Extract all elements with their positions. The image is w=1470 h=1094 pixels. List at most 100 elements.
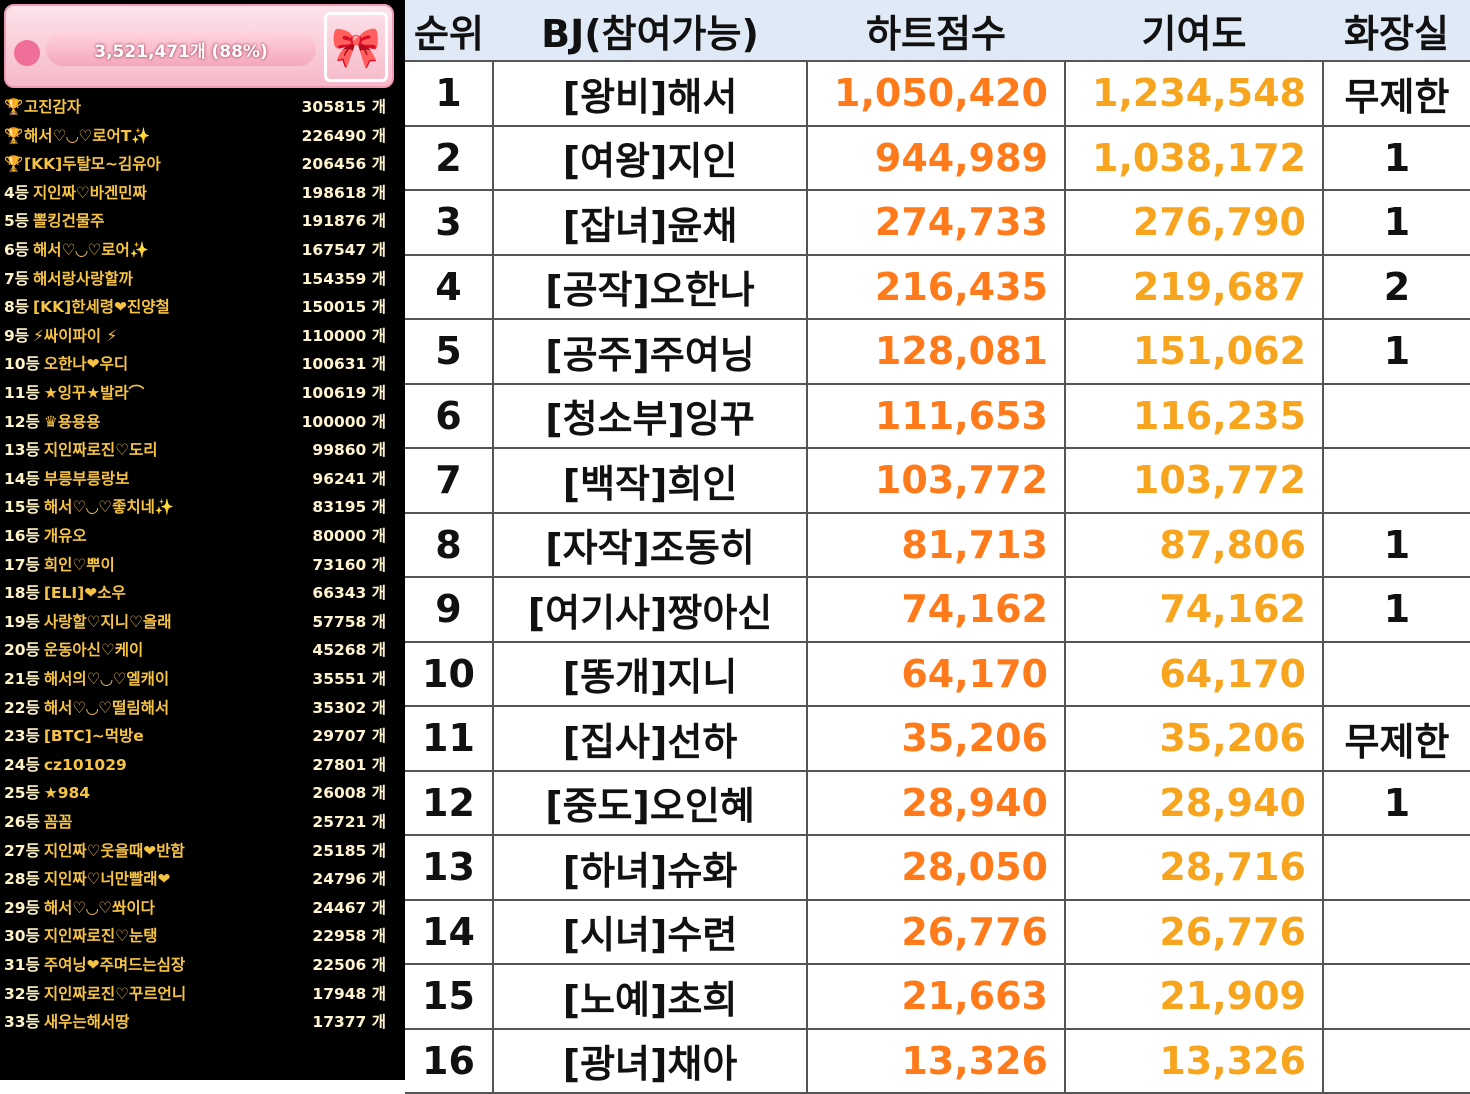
donor-row: 29등 해서♡◡♡쏴이다 24467 개 — [4, 895, 386, 921]
cell-rank: 8 — [405, 511, 494, 578]
donor-row: 🏆고진감자 305815 개 — [4, 94, 386, 120]
cell-heart: 216,435 — [806, 253, 1066, 320]
cell-contrib: 103,772 — [1064, 447, 1324, 514]
donor-amount: 24796 개 — [312, 870, 386, 889]
cell-heart: 944,989 — [806, 124, 1066, 191]
cell-rank: 5 — [405, 318, 494, 385]
donor-rank: 31등 — [4, 956, 40, 974]
donor-row: 12등 ♛용용용 100000 개 — [4, 409, 386, 435]
donor-name: 해서랑사랑할까 — [33, 269, 133, 288]
cell-contrib: 151,062 — [1064, 318, 1324, 385]
cell-contrib: 1,038,172 — [1064, 124, 1324, 191]
donor-name: 꼼꼼 — [43, 813, 73, 831]
cell-bj: [여기사]짱아신 — [492, 576, 808, 643]
donor-amount: 191876 개 — [301, 212, 386, 231]
donor-rank: 29등 — [4, 898, 40, 917]
donor-rank: 33등 — [4, 1013, 40, 1032]
donor-row: 26등 꼼꼼 25721 개 — [4, 809, 386, 835]
cell-toilet: 1 — [1322, 511, 1470, 578]
donor-name: 개유오 — [43, 527, 87, 545]
donor-name: 해서의♡◡♡엘캐이 — [43, 670, 170, 688]
cell-rank: 4 — [405, 253, 494, 320]
table-row: 7 [백작]희인 103,772 103,772 — [405, 447, 1470, 514]
table-row: 12 [중도]오인혜 28,940 28,940 1 — [405, 769, 1470, 836]
cell-toilet — [1322, 834, 1470, 901]
trophy-icon: 🏆 — [4, 126, 24, 145]
donor-name: 해서♡◡♡쏴이다 — [43, 898, 155, 917]
cell-contrib: 13,326 — [1064, 1027, 1324, 1094]
donor-name: 부릉부릉랑보 — [43, 469, 130, 488]
donor-amount: 100631 개 — [301, 355, 386, 374]
donor-amount: 83195 개 — [312, 498, 386, 517]
trophy-icon: 🏆 — [4, 155, 24, 174]
cell-rank: 11 — [405, 705, 494, 772]
donor-amount: 66343 개 — [312, 584, 386, 603]
cell-contrib: 21,909 — [1064, 963, 1324, 1030]
donor-rank: 8등 — [4, 298, 30, 317]
cell-toilet: 무제한 — [1322, 705, 1470, 772]
donor-amount: 100000 개 — [301, 412, 386, 431]
cell-rank: 7 — [405, 447, 494, 514]
donor-rank: 21등 — [4, 670, 40, 688]
cell-rank: 12 — [405, 769, 494, 836]
donor-rank: 27등 — [4, 841, 40, 860]
cell-heart: 26,776 — [806, 898, 1066, 965]
donor-name: 지인짜♡너만빨래❤ — [43, 870, 171, 889]
cell-toilet: 1 — [1322, 124, 1470, 191]
donor-rank: 24등 — [4, 755, 40, 774]
table-row: 11 [집사]선하 35,206 35,206 무제한 — [405, 705, 1470, 772]
donor-rank: 26등 — [4, 813, 40, 831]
donor-amount: 26008 개 — [312, 784, 386, 803]
table-row: 13 [하녀]슈화 28,050 28,716 — [405, 834, 1470, 901]
table-row: 14 [시녀]수련 26,776 26,776 — [405, 898, 1470, 965]
table-row: 6 [청소부]잉꾸 111,653 116,235 — [405, 382, 1470, 449]
donor-name: 주여닝❤주며드는심장 — [43, 956, 186, 974]
cell-toilet: 1 — [1322, 318, 1470, 385]
donor-row: 32등 지인짜로진♡꾸르언니 17948 개 — [4, 981, 386, 1007]
cell-rank: 1 — [405, 60, 494, 127]
table-row: 9 [여기사]짱아신 74,162 74,162 1 — [405, 576, 1470, 643]
donor-row: 17등 희인♡뿌이 73160 개 — [4, 552, 386, 578]
donor-name: 지인짜로진♡꾸르언니 — [43, 984, 187, 1003]
donor-rank: 19등 — [4, 612, 40, 631]
cell-bj: [잡녀]윤채 — [492, 189, 808, 256]
donor-row: 21등 해서의♡◡♡엘캐이 35551 개 — [4, 666, 386, 692]
cell-toilet: 무제한 — [1322, 60, 1470, 127]
donor-rank: 6등 — [4, 241, 30, 259]
donor-amount: 29707 개 — [312, 727, 386, 746]
cell-toilet: 2 — [1322, 253, 1470, 320]
donor-name: ★984 — [43, 784, 91, 803]
cell-bj: [시녀]수련 — [492, 898, 808, 965]
column-header: 기여도 — [1065, 0, 1323, 61]
donor-rank: 32등 — [4, 984, 40, 1003]
cell-toilet — [1322, 963, 1470, 1030]
donor-row: 30등 지인짜로진♡눈탱 22958 개 — [4, 923, 386, 949]
cell-rank: 10 — [405, 640, 494, 707]
donor-amount: 110000 개 — [301, 326, 386, 345]
cell-bj: [광녀]채아 — [492, 1027, 808, 1094]
donor-name: 해서♡◡♡떨림해서 — [43, 698, 170, 717]
donor-amount: 17377 개 — [312, 1013, 386, 1032]
donor-row: 10등 오한나❤우디 100631 개 — [4, 351, 386, 377]
donor-row: 20등 운동아신♡케이 45268 개 — [4, 637, 386, 663]
donor-name: cz101029 — [43, 755, 127, 774]
cell-bj: [백작]희인 — [492, 447, 808, 514]
cell-toilet — [1322, 1027, 1470, 1094]
donor-name: 지인짜♡웃을때❤반함 — [43, 841, 185, 860]
donor-rank: 28등 — [4, 870, 40, 889]
donor-name: 운동아신♡케이 — [43, 641, 144, 660]
donor-rank: 9등 — [4, 326, 30, 345]
cell-bj: [왕비]해서 — [492, 60, 808, 127]
donor-amount: 73160 개 — [312, 555, 386, 574]
donor-name: 해서♡◡♡좋치네✨ — [43, 498, 175, 517]
donor-row: 7등 해서랑사랑할까 154359 개 — [4, 266, 386, 292]
donor-amount: 22958 개 — [312, 927, 386, 946]
donor-amount: 27801 개 — [312, 755, 386, 774]
cell-bj: [자작]조동히 — [492, 511, 808, 578]
cell-bj: [노예]초희 — [492, 963, 808, 1030]
donor-name: ⚡싸이파이 ⚡ — [33, 326, 118, 345]
donor-name: 오한나❤우디 — [43, 355, 129, 374]
cell-bj: [공주]주여닝 — [492, 318, 808, 385]
donor-name: 지인짜로진♡눈탱 — [43, 927, 158, 946]
